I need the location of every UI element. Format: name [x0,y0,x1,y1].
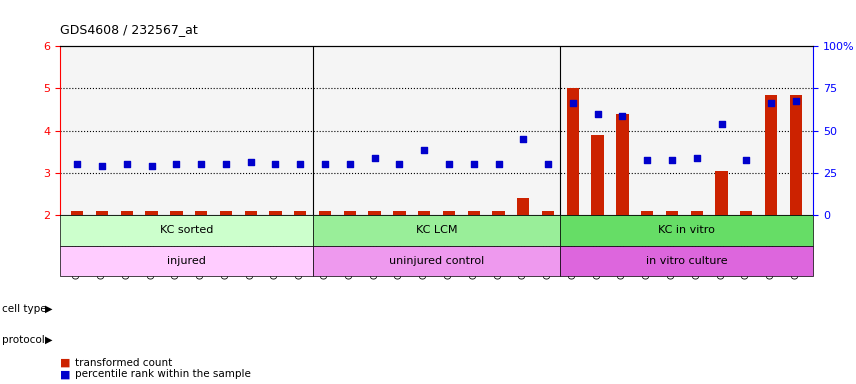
Point [665,157,679,163]
Point [169,161,183,167]
Bar [146,211,158,215]
Bar [591,135,603,215]
Point [219,161,233,167]
Text: ▶: ▶ [45,304,52,314]
Point [318,161,332,167]
Point [566,100,580,106]
Bar [789,95,802,215]
Bar [691,211,703,215]
Bar [170,211,182,215]
Point [95,164,109,170]
Bar [517,198,530,215]
Bar [318,211,331,215]
Bar [561,246,813,276]
Bar [542,211,555,215]
Text: cell type: cell type [2,304,46,314]
Bar [60,215,312,246]
Point [541,161,555,167]
Point [740,157,753,163]
Bar [294,211,306,215]
Point [343,161,357,167]
Bar [492,211,505,215]
Point [294,161,307,167]
Point [70,161,84,167]
Bar [716,170,728,215]
Bar [443,211,455,215]
Bar [666,211,678,215]
Bar [418,211,431,215]
Point [368,155,382,161]
Point [615,113,629,119]
Point [591,111,604,117]
Bar [195,211,207,215]
Point [467,161,480,167]
Text: percentile rank within the sample: percentile rank within the sample [75,369,251,379]
Bar [467,211,480,215]
Bar [245,211,257,215]
Point [715,121,728,127]
Bar [270,211,282,215]
Point [640,157,654,163]
Bar [561,215,813,246]
Point [442,161,455,167]
Bar [616,114,628,215]
Bar [740,211,752,215]
Bar [765,95,777,215]
Bar [567,88,579,215]
Bar [71,211,84,215]
Text: GDS4608 / 232567_at: GDS4608 / 232567_at [60,23,198,36]
Text: transformed count: transformed count [75,358,173,368]
Point [516,136,530,142]
Bar [96,211,108,215]
Point [789,98,803,104]
Text: protocol: protocol [2,335,45,345]
Text: ■: ■ [60,369,70,379]
Bar [60,246,312,276]
Point [269,161,282,167]
Text: uninjured control: uninjured control [389,256,484,266]
Bar [343,211,356,215]
Bar [312,246,561,276]
Point [418,146,431,152]
Text: KC LCM: KC LCM [416,225,457,235]
Text: ▶: ▶ [45,335,52,345]
Point [194,161,208,167]
Text: injured: injured [167,256,205,266]
Point [244,159,258,166]
Point [690,155,704,161]
Text: ■: ■ [60,358,70,368]
Bar [368,211,381,215]
Point [145,164,158,170]
Bar [641,211,653,215]
Text: KC sorted: KC sorted [159,225,213,235]
Point [491,161,505,167]
Bar [220,211,232,215]
Point [764,100,778,106]
Bar [121,211,133,215]
Point [120,161,134,167]
Bar [312,215,561,246]
Text: in vitro culture: in vitro culture [646,256,728,266]
Text: KC in vitro: KC in vitro [658,225,716,235]
Bar [393,211,406,215]
Point [393,161,407,167]
